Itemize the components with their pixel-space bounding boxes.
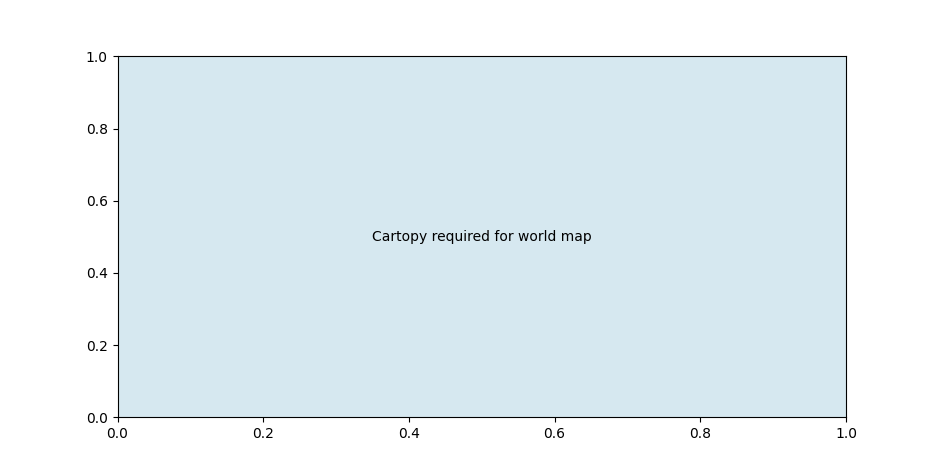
Text: Cartopy required for world map: Cartopy required for world map: [372, 230, 591, 244]
